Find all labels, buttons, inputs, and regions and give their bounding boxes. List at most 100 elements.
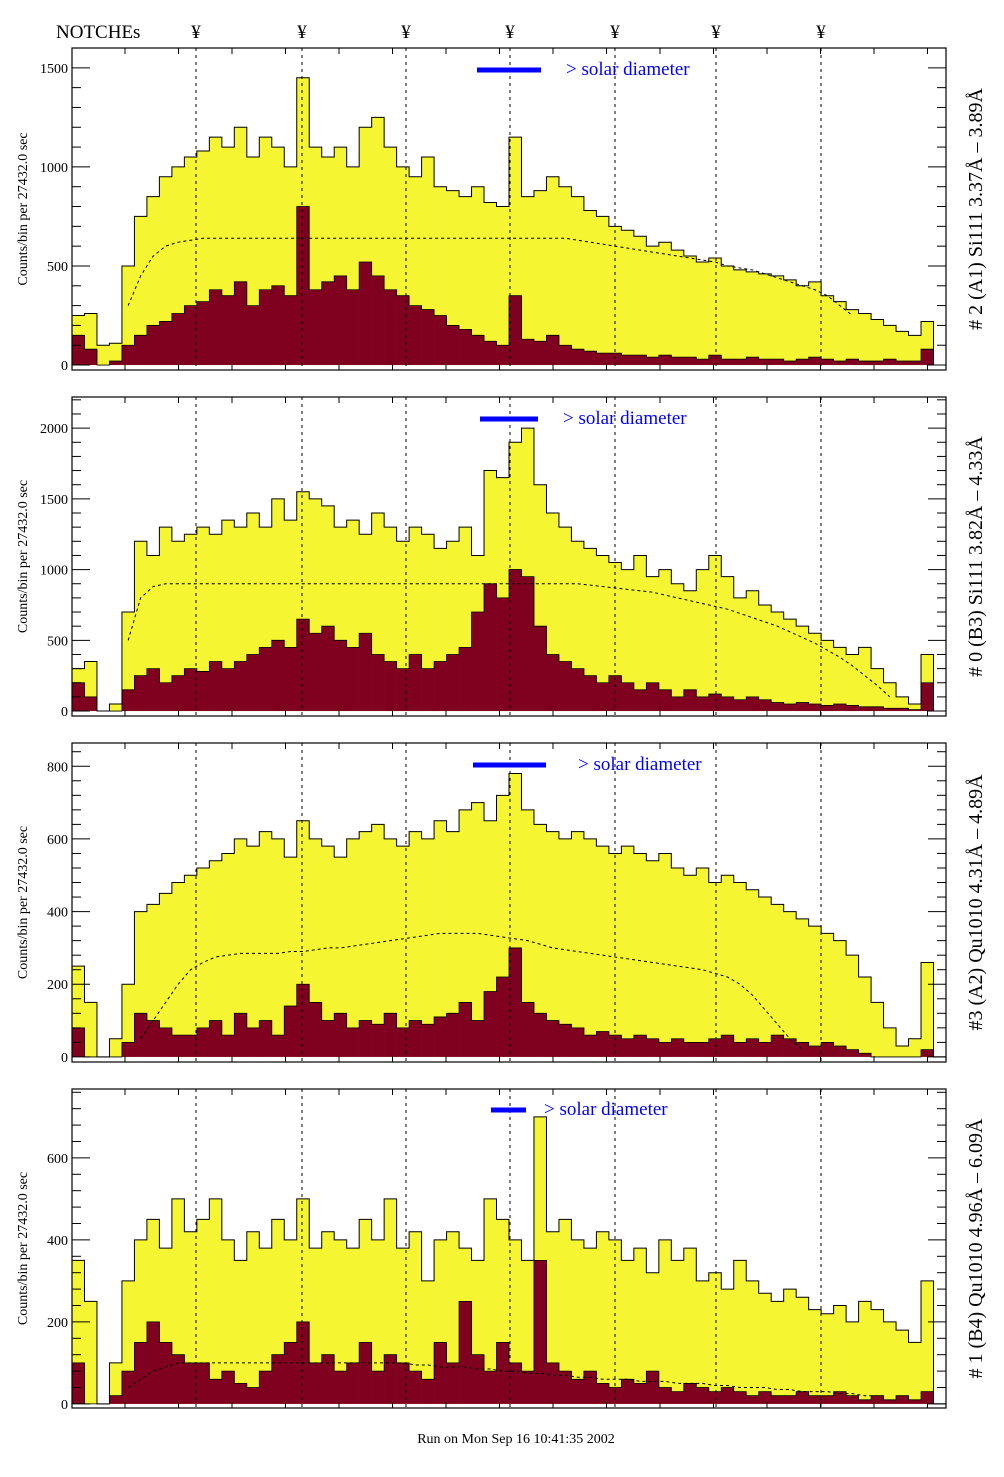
- legend-label: > solar diameter: [563, 408, 687, 429]
- total-bar: [783, 911, 797, 1057]
- subset-outline: [71, 947, 946, 1058]
- total-bar: [409, 831, 422, 1057]
- subset-bar: [484, 1371, 497, 1404]
- y-axis-label: Counts/bin per 27432.0 sec: [16, 132, 31, 285]
- total-bar: [521, 809, 535, 1057]
- total-bar: [821, 933, 834, 1057]
- total-bar: [883, 1027, 897, 1057]
- total-bar: [646, 576, 660, 712]
- subset-bar: [821, 1042, 834, 1057]
- total-bar: [396, 846, 410, 1057]
- subset-bar: [221, 1371, 235, 1404]
- total-bar: [558, 186, 572, 366]
- total-bar: [833, 301, 847, 366]
- total-bar: [746, 590, 760, 712]
- total-bar: [833, 1305, 847, 1404]
- subset-bar: [346, 1027, 360, 1057]
- subset-bar: [209, 289, 223, 366]
- total-bar: [533, 824, 547, 1057]
- total-bar: [771, 612, 784, 712]
- total-bar: [733, 882, 747, 1057]
- subset-bar: [908, 709, 922, 712]
- subset-bar: [558, 1024, 572, 1057]
- subset-bar: [84, 696, 98, 712]
- total-bar: [259, 1248, 273, 1404]
- notch-marker-1: ¥: [297, 22, 307, 43]
- y-tick-label: 600: [47, 1152, 68, 1167]
- subset-bar: [321, 1020, 335, 1057]
- subset-bar: [721, 1387, 735, 1404]
- subset-bar: [146, 668, 160, 712]
- subset-bar: [558, 661, 572, 712]
- subset-bar: [558, 1371, 572, 1404]
- subset-bar: [159, 1027, 173, 1057]
- total-bar: [109, 1362, 123, 1404]
- subset-bar: [221, 1035, 235, 1057]
- total-bar: [321, 846, 335, 1057]
- subset-bar: [371, 1371, 385, 1404]
- subset-bar: [484, 991, 497, 1057]
- total-bar: [671, 1260, 685, 1404]
- total-bar: [496, 206, 510, 366]
- subset-bar: [583, 1035, 597, 1057]
- y-tick-label: 500: [47, 634, 68, 649]
- subset-bar: [671, 1038, 685, 1057]
- subset-bar: [459, 329, 472, 366]
- total-bar: [196, 867, 210, 1057]
- total-outline: [71, 773, 946, 1058]
- subset-bar: [571, 668, 585, 712]
- total-bar: [883, 325, 897, 366]
- total-bar: [746, 889, 760, 1057]
- subset-bar: [671, 1391, 685, 1404]
- y-tick-label: 1500: [40, 493, 68, 508]
- subset-bar: [646, 1371, 660, 1404]
- total-bar: [896, 331, 909, 366]
- total-bar: [121, 984, 135, 1057]
- subset-bar: [821, 705, 834, 712]
- total-bar: [708, 882, 722, 1057]
- total-bar: [871, 1309, 884, 1404]
- total-bar: [96, 345, 110, 366]
- total-bar: [896, 1330, 909, 1404]
- subset-bar: [846, 359, 859, 366]
- subset-bar: [321, 1354, 335, 1404]
- total-bar: [109, 1038, 123, 1057]
- subset-bar: [571, 1379, 585, 1404]
- subset-bar: [808, 1046, 822, 1057]
- total-bar: [196, 1219, 210, 1404]
- total-bar: [546, 1231, 560, 1404]
- subset-bar: [871, 706, 884, 712]
- total-bar: [846, 1321, 859, 1404]
- subset-bar: [271, 1354, 285, 1404]
- total-bar: [821, 1313, 834, 1404]
- subset-bar: [371, 1024, 385, 1057]
- total-bar: [84, 1301, 98, 1404]
- subset-bar: [409, 1020, 422, 1057]
- subset-bar: [796, 359, 809, 366]
- total-bar: [446, 1231, 460, 1404]
- total-bar: [696, 1280, 710, 1404]
- subset-bar: [858, 1053, 872, 1057]
- subset-bar: [808, 357, 822, 366]
- subset-bar: [396, 295, 410, 366]
- total-bar: [796, 285, 809, 366]
- subset-bar: [421, 309, 435, 366]
- subset-bar: [434, 1342, 447, 1404]
- subset-bar: [758, 699, 772, 712]
- total-bar: [796, 918, 809, 1057]
- subset-bar: [234, 1013, 248, 1057]
- total-bar: [896, 1046, 909, 1057]
- subset-bar: [521, 339, 535, 366]
- subset-bar: [184, 305, 198, 366]
- subset-bar: [583, 1371, 597, 1404]
- total-bar: [708, 1272, 722, 1404]
- subset-bar: [134, 335, 148, 366]
- total-bar: [571, 831, 585, 1057]
- total-bar: [908, 703, 922, 712]
- subset-bar: [783, 703, 797, 712]
- total-bar: [833, 940, 847, 1057]
- total-bar: [471, 802, 485, 1057]
- subset-bar: [196, 1027, 210, 1057]
- total-bar: [696, 867, 710, 1057]
